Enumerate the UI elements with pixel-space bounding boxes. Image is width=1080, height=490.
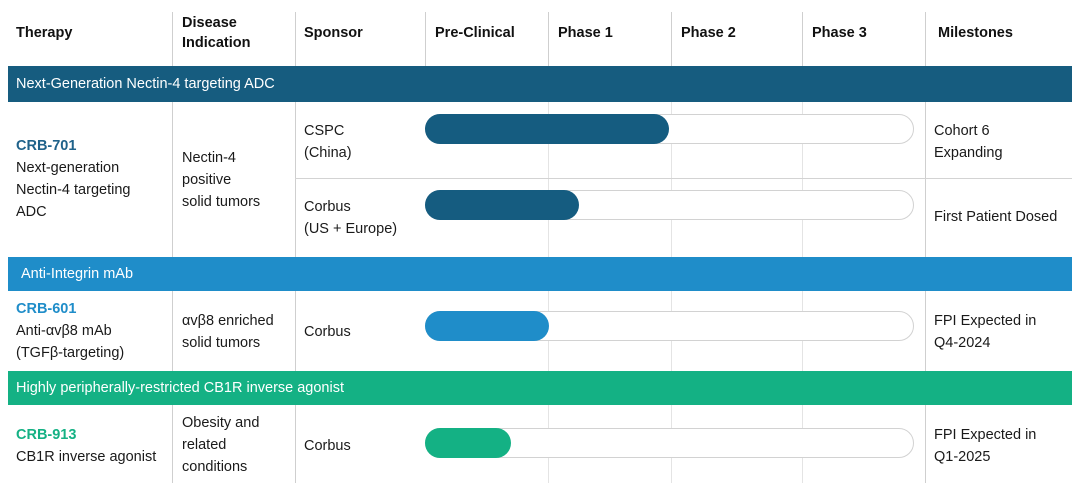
header-disease-indication: Disease Indication: [182, 0, 250, 66]
therapy-desc-line: Anti-αvβ8 mAb: [16, 323, 112, 339]
indication-line: solid tumors: [182, 335, 261, 351]
indication-cell-crb601: αvβ8 enriched solid tumors: [182, 310, 274, 354]
indication-line: Obesity and: [182, 415, 260, 431]
header-sponsor: Sponsor: [304, 0, 363, 66]
therapy-desc-line: ADC: [16, 204, 47, 220]
therapy-desc-line: (TGFβ-targeting): [16, 345, 125, 361]
milestone-line: Q4-2024: [934, 335, 991, 351]
header-phase2: Phase 2: [681, 0, 736, 66]
therapy-code: CRB-601: [16, 301, 77, 317]
header-label: Phase 3: [812, 25, 867, 41]
section-title: Anti-Integrin mAb: [21, 266, 134, 282]
row-divider: [671, 102, 672, 257]
header-label: Therapy: [16, 25, 73, 41]
row-divider: [925, 102, 926, 257]
section-title: Next-Generation Nectin-4 targeting ADC: [16, 76, 275, 92]
progress-bar-crb601: [425, 311, 549, 341]
therapy-desc-line: Next-generation: [16, 160, 120, 176]
indication-line: solid tumors: [182, 194, 261, 210]
header-divider: [172, 12, 173, 66]
indication-cell-crb913: Obesity and related conditions: [182, 412, 259, 478]
milestone-cell-corbus: First Patient Dosed: [934, 206, 1057, 228]
header-phase3: Phase 3: [812, 0, 867, 66]
section-title: Highly peripherally-restricted CB1R inve…: [16, 380, 344, 396]
row-separator: [295, 178, 1072, 179]
header-phase1: Phase 1: [558, 0, 613, 66]
header-divider: [671, 12, 672, 66]
header-label: Pre-Clinical: [435, 25, 515, 41]
row-divider: [548, 102, 549, 257]
sponsor-line: Corbus: [304, 199, 351, 215]
section-band-cb1r: Highly peripherally-restricted CB1R inve…: [8, 371, 1072, 405]
milestone-cell-crb601: FPI Expected in Q4-2024: [934, 310, 1036, 354]
header-label: Phase 1: [558, 25, 613, 41]
sponsor-line: CSPC: [304, 123, 345, 139]
milestone-line: Cohort 6: [934, 123, 990, 139]
header-label: Phase 2: [681, 25, 736, 41]
sponsor-line: (US + Europe): [304, 221, 398, 237]
header-label-line: Disease: [182, 15, 237, 31]
sponsor-line: Corbus: [304, 324, 351, 340]
progress-bar-crb701-corbus: [425, 190, 579, 220]
milestone-line: FPI Expected in: [934, 313, 1037, 329]
milestone-line: Q1-2025: [934, 449, 991, 465]
sponsor-line: (China): [304, 145, 352, 161]
progress-bar-crb913: [425, 428, 511, 458]
sponsor-line: Corbus: [304, 438, 351, 454]
indication-line: related: [182, 437, 227, 453]
therapy-cell-crb701: CRB-701 Next-generation Nectin-4 targeti…: [16, 135, 130, 223]
therapy-code: CRB-701: [16, 138, 77, 154]
section-band-nectin: Next-Generation Nectin-4 targeting ADC: [8, 66, 1072, 102]
sponsor-cell-cspc: CSPC (China): [304, 120, 352, 164]
header-divider: [548, 12, 549, 66]
row-divider: [172, 405, 173, 483]
row-divider: [925, 405, 926, 483]
milestone-line: FPI Expected in: [934, 427, 1037, 443]
sponsor-cell-crb601: Corbus: [304, 321, 351, 343]
row-divider: [295, 291, 296, 371]
header-label: Disease Indication: [182, 13, 250, 53]
header-divider: [925, 12, 926, 66]
milestone-cell-cspc: Cohort 6 Expanding: [934, 120, 1003, 164]
header-label-line: Indication: [182, 35, 251, 51]
row-divider: [925, 291, 926, 371]
indication-line: positive: [182, 172, 232, 188]
section-band-integrin: Anti-Integrin mAb: [8, 257, 1072, 291]
indication-line: Nectin-4: [182, 150, 236, 166]
therapy-cell-crb601: CRB-601 Anti-αvβ8 mAb (TGFβ-targeting): [16, 298, 124, 364]
therapy-cell-crb913: CRB-913 CB1R inverse agonist: [16, 424, 156, 468]
row-divider: [295, 405, 296, 483]
header-divider: [425, 12, 426, 66]
indication-line: αvβ8 enriched: [182, 313, 274, 329]
sponsor-cell-crb913: Corbus: [304, 435, 351, 457]
header-preclinical: Pre-Clinical: [435, 0, 515, 66]
sponsor-cell-corbus: Corbus (US + Europe): [304, 196, 397, 240]
header-label: Sponsor: [304, 25, 363, 41]
header-divider: [802, 12, 803, 66]
milestone-cell-crb913: FPI Expected in Q1-2025: [934, 424, 1036, 468]
progress-bar-crb701-cspc: [425, 114, 669, 144]
indication-line: conditions: [182, 459, 248, 475]
row-divider: [172, 102, 173, 257]
row-divider: [295, 102, 296, 257]
milestone-line: Expanding: [934, 145, 1003, 161]
header-therapy: Therapy: [16, 0, 72, 66]
therapy-code: CRB-913: [16, 427, 77, 443]
header-divider: [295, 12, 296, 66]
therapy-desc-line: CB1R inverse agonist: [16, 449, 157, 465]
row-divider: [172, 291, 173, 371]
milestone-line: First Patient Dosed: [934, 209, 1058, 225]
row-divider: [802, 102, 803, 257]
therapy-desc-line: Nectin-4 targeting: [16, 182, 131, 198]
header-label: Milestones: [938, 25, 1013, 41]
indication-cell-crb701: Nectin-4 positive solid tumors: [182, 147, 260, 213]
header-milestones: Milestones: [938, 0, 1013, 66]
